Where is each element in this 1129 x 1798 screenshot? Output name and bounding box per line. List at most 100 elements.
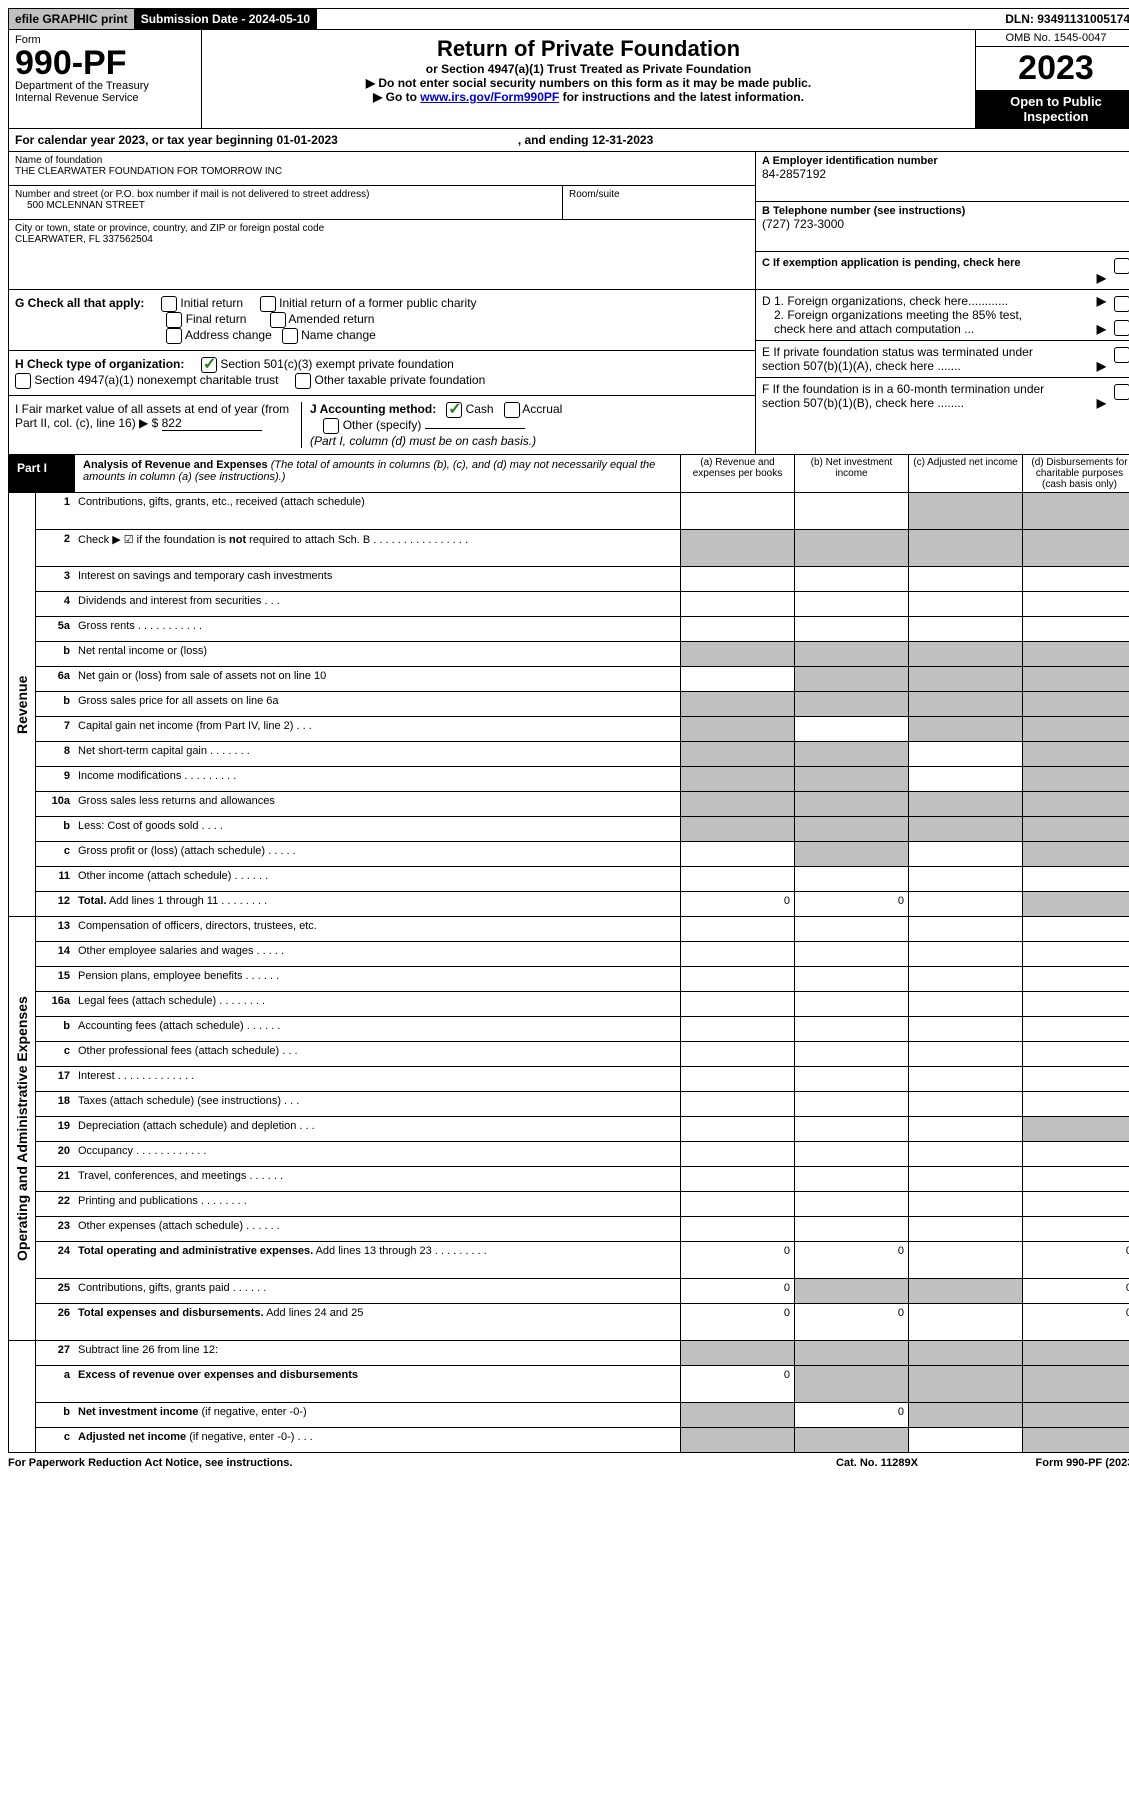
table-row: 11Other income (attach schedule) . . . .… [36, 867, 1129, 892]
cell [1022, 1403, 1129, 1427]
d1-checkbox[interactable] [1114, 296, 1129, 312]
row-number: 10a [36, 792, 74, 816]
cell [908, 842, 1022, 866]
revenue-body: 1Contributions, gifts, grants, etc., rec… [36, 493, 1129, 916]
table-row: 27Subtract line 26 from line 12: [36, 1341, 1129, 1366]
address-change-checkbox[interactable] [166, 328, 182, 344]
cell [908, 692, 1022, 716]
row-number: 13 [36, 917, 74, 941]
instruction-1: ▶ Do not enter social security numbers o… [208, 76, 969, 90]
final-return-checkbox[interactable] [166, 312, 182, 328]
cell [794, 1341, 908, 1365]
cell [1022, 767, 1129, 791]
other-specify-checkbox[interactable] [323, 418, 339, 434]
cell [680, 742, 794, 766]
table-row: 18Taxes (attach schedule) (see instructi… [36, 1092, 1129, 1117]
e-checkbox[interactable] [1114, 347, 1129, 363]
page-footer: For Paperwork Reduction Act Notice, see … [8, 1453, 1129, 1473]
initial-former-checkbox[interactable] [260, 296, 276, 312]
table-row: 22Printing and publications . . . . . . … [36, 1192, 1129, 1217]
row-number: 1 [36, 493, 74, 529]
cell [680, 1341, 794, 1365]
cell [680, 917, 794, 941]
pending-checkbox[interactable] [1114, 258, 1129, 274]
cell [794, 1366, 908, 1402]
cell: 0 [1022, 1279, 1129, 1303]
sec4947-checkbox[interactable] [15, 373, 31, 389]
city-state-zip: CLEARWATER, FL 337562504 [15, 234, 749, 245]
cell [908, 1217, 1022, 1241]
f-checkbox[interactable] [1114, 384, 1129, 400]
cell [908, 1092, 1022, 1116]
address-block: Name of foundation THE CLEARWATER FOUNDA… [8, 152, 1129, 290]
cell [1022, 1428, 1129, 1452]
cell [908, 1142, 1022, 1166]
row-desc: Gross rents . . . . . . . . . . . [74, 617, 680, 641]
cell [1022, 1366, 1129, 1402]
ein: 84-2857192 [762, 167, 1129, 181]
cell [794, 1117, 908, 1141]
header-center: Return of Private Foundation or Section … [202, 30, 976, 128]
fmv-value: 822 [162, 416, 262, 431]
F-row: F If the foundation is in a 60-month ter… [756, 378, 1129, 414]
sec501-checkbox[interactable] [201, 357, 217, 373]
D1-row: D 1. Foreign organizations, check here..… [756, 290, 1129, 341]
cell [680, 1017, 794, 1041]
cell [680, 1042, 794, 1066]
irs: Internal Revenue Service [15, 92, 195, 104]
col-a: (a) Revenue and expenses per books [680, 455, 794, 492]
initial-return-checkbox[interactable] [161, 296, 177, 312]
open-to-public: Open to Public Inspection [976, 90, 1129, 128]
street-row: Number and street (or P.O. box number if… [9, 186, 755, 220]
row-number: b [36, 1403, 74, 1427]
row-desc: Check ▶ ☑ if the foundation is not requi… [74, 530, 680, 566]
cell [908, 1192, 1022, 1216]
row-number: b [36, 1017, 74, 1041]
part1-header: Part I Analysis of Revenue and Expenses … [8, 455, 1129, 493]
cell [908, 742, 1022, 766]
irs-link[interactable]: www.irs.gov/Form990PF [420, 90, 559, 104]
table-row: 9Income modifications . . . . . . . . . [36, 767, 1129, 792]
cell [1022, 792, 1129, 816]
row-desc: Interest . . . . . . . . . . . . . [74, 1067, 680, 1091]
accrual-checkbox[interactable] [504, 402, 520, 418]
cell [1022, 493, 1129, 529]
row-number: c [36, 842, 74, 866]
cell [908, 1017, 1022, 1041]
cell [1022, 967, 1129, 991]
cell [794, 1167, 908, 1191]
row-desc: Total expenses and disbursements. Add li… [74, 1304, 680, 1340]
cell [908, 792, 1022, 816]
part1-label: Part I [9, 455, 75, 492]
cell [680, 867, 794, 891]
revenue-side-label: Revenue [9, 493, 36, 916]
d2-checkbox[interactable] [1114, 320, 1129, 336]
row-desc: Gross sales less returns and allowances [74, 792, 680, 816]
row-desc: Gross sales price for all assets on line… [74, 692, 680, 716]
amended-return-checkbox[interactable] [270, 312, 286, 328]
H-row: H Check type of organization: Section 50… [9, 351, 755, 396]
expense-body: 13Compensation of officers, directors, t… [36, 917, 1129, 1340]
row-number: b [36, 817, 74, 841]
cell [794, 617, 908, 641]
cell: 0 [680, 1242, 794, 1278]
name-change-checkbox[interactable] [282, 328, 298, 344]
cell [1022, 992, 1129, 1016]
cell: 0 [1022, 1304, 1129, 1340]
row-desc: Capital gain net income (from Part IV, l… [74, 717, 680, 741]
row-desc: Compensation of officers, directors, tru… [74, 917, 680, 941]
cash-checkbox[interactable] [446, 402, 462, 418]
cell [794, 530, 908, 566]
city-cell: City or town, state or province, country… [9, 220, 755, 253]
table-row: bGross sales price for all assets on lin… [36, 692, 1129, 717]
row-number: 21 [36, 1167, 74, 1191]
row-number: 22 [36, 1192, 74, 1216]
cell [1022, 1167, 1129, 1191]
row-number: 24 [36, 1242, 74, 1278]
cell [680, 717, 794, 741]
cell [794, 1428, 908, 1452]
cell [908, 1341, 1022, 1365]
other-taxable-checkbox[interactable] [295, 373, 311, 389]
cell [908, 617, 1022, 641]
cell [908, 1279, 1022, 1303]
